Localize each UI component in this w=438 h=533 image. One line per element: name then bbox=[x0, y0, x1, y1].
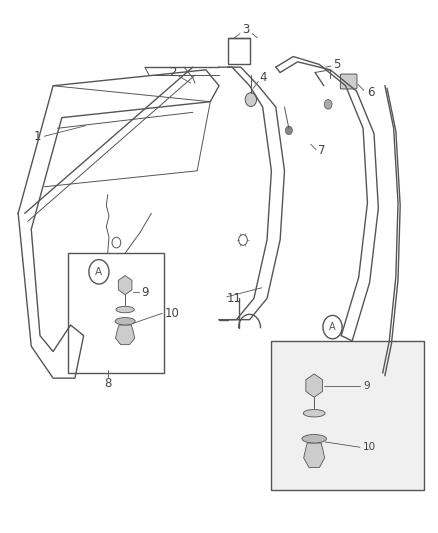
Text: 5: 5 bbox=[333, 58, 341, 71]
Text: 11: 11 bbox=[227, 292, 242, 305]
Bar bbox=[68, 253, 164, 373]
Text: 10: 10 bbox=[164, 307, 179, 320]
Text: 2: 2 bbox=[170, 66, 177, 79]
Ellipse shape bbox=[116, 306, 134, 313]
Bar bbox=[272, 341, 424, 490]
Ellipse shape bbox=[302, 434, 326, 443]
Circle shape bbox=[245, 93, 257, 107]
Text: 4: 4 bbox=[259, 71, 266, 84]
Text: 1: 1 bbox=[34, 130, 42, 143]
FancyBboxPatch shape bbox=[340, 74, 357, 89]
Text: 6: 6 bbox=[367, 86, 374, 99]
Circle shape bbox=[324, 100, 332, 109]
Polygon shape bbox=[304, 443, 325, 467]
Text: 10: 10 bbox=[363, 442, 376, 452]
Text: A: A bbox=[329, 322, 336, 332]
Polygon shape bbox=[116, 325, 135, 345]
Text: 3: 3 bbox=[242, 23, 250, 36]
Text: 8: 8 bbox=[104, 377, 111, 390]
Text: 9: 9 bbox=[363, 381, 370, 391]
Polygon shape bbox=[118, 276, 132, 295]
Text: A: A bbox=[95, 267, 102, 277]
Circle shape bbox=[286, 126, 292, 135]
Polygon shape bbox=[306, 374, 322, 397]
Ellipse shape bbox=[115, 318, 135, 325]
Text: 9: 9 bbox=[141, 286, 148, 298]
Text: 7: 7 bbox=[318, 144, 325, 157]
Ellipse shape bbox=[303, 409, 325, 417]
